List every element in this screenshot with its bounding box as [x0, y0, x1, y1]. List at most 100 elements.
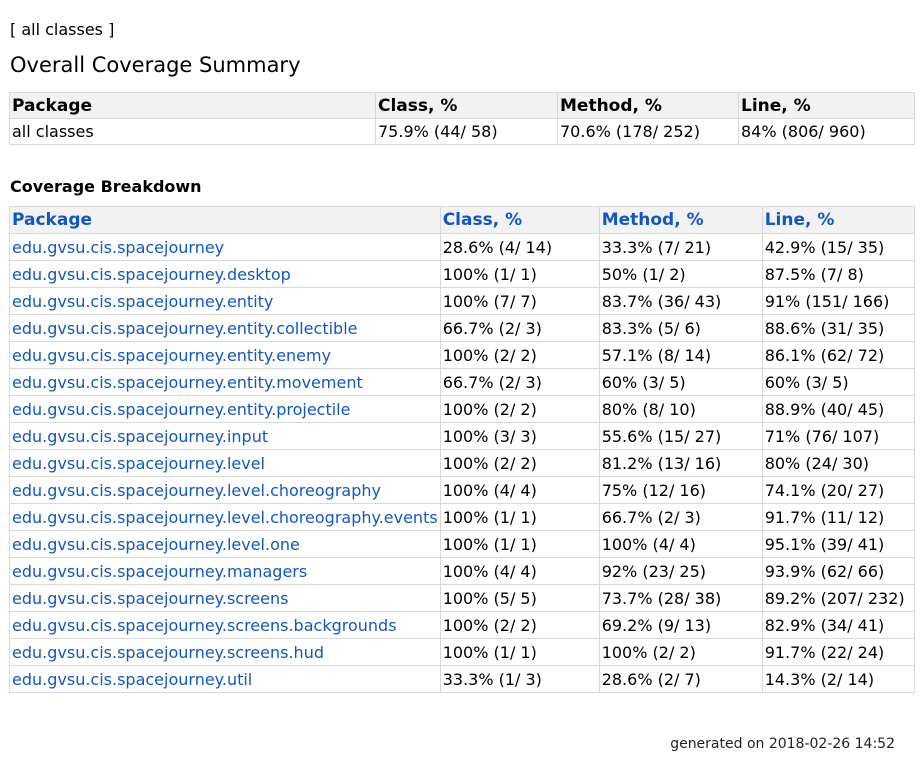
package-cell: edu.gvsu.cis.spacejourney.level.one [9, 530, 441, 558]
package-link[interactable]: edu.gvsu.cis.spacejourney.entity.movemen… [12, 372, 363, 392]
method-coverage-cell: 100% (4/ 4) [598, 530, 763, 558]
class-coverage-cell: 100% (2/ 2) [439, 341, 600, 369]
table-row: edu.gvsu.cis.spacejourney.level.choreogr… [9, 503, 916, 531]
line-coverage-cell: 71% (76/ 107) [761, 422, 916, 450]
all-classes-link[interactable]: all classes [21, 20, 104, 39]
method-coverage-cell: 60% (3/ 5) [598, 368, 763, 396]
method-coverage-cell: 83.3% (5/ 6) [598, 314, 763, 342]
line-coverage-cell: 82.9% (34/ 41) [761, 611, 916, 639]
package-cell: edu.gvsu.cis.spacejourney.screens [9, 584, 441, 612]
package-link[interactable]: edu.gvsu.cis.spacejourney.entity.collect… [12, 318, 358, 338]
table-row: edu.gvsu.cis.spacejourney.screens 100% (5… [9, 584, 916, 612]
breadcrumb: [ all classes ] [10, 20, 114, 39]
method-coverage-cell: 66.7% (2/ 3) [598, 503, 763, 531]
sort-by-line-header[interactable]: Line, % [761, 206, 916, 234]
package-link[interactable]: edu.gvsu.cis.spacejourney.screens [12, 588, 289, 608]
class-coverage-cell: 100% (2/ 2) [439, 395, 600, 423]
package-link[interactable]: edu.gvsu.cis.spacejourney.screens.hud [12, 642, 324, 662]
class-coverage-cell: 100% (1/ 1) [439, 260, 600, 288]
class-coverage-cell: 100% (5/ 5) [439, 584, 600, 612]
package-cell: edu.gvsu.cis.spacejourney.level [9, 449, 441, 477]
package-link[interactable]: edu.gvsu.cis.spacejourney.level [12, 453, 265, 473]
method-coverage-cell: 100% (2/ 2) [598, 638, 763, 666]
coverage-breakdown-title: Coverage Breakdown [10, 177, 202, 196]
sort-by-method-header[interactable]: Method, % [598, 206, 763, 234]
summary-class-cell: 75.9% (44/ 58) [375, 118, 558, 145]
table-row: edu.gvsu.cis.spacejourney.screens.hud 100… [9, 638, 916, 666]
line-coverage-cell: 87.5% (7/ 8) [761, 260, 916, 288]
package-cell: edu.gvsu.cis.spacejourney.managers [9, 557, 441, 585]
class-coverage-cell: 100% (1/ 1) [439, 503, 600, 531]
summary-line-cell: 84% (806/ 960) [738, 118, 915, 145]
method-coverage-cell: 92% (23/ 25) [598, 557, 763, 585]
table-row: edu.gvsu.cis.spacejourney.level.one 100% … [9, 530, 916, 558]
package-cell: edu.gvsu.cis.spacejourney.level.choreogr… [9, 503, 441, 531]
line-coverage-cell: 88.6% (31/ 35) [761, 314, 916, 342]
class-coverage-cell: 66.7% (2/ 3) [439, 314, 600, 342]
table-row: edu.gvsu.cis.spacejourney.input 100% (3/ … [9, 422, 916, 450]
package-cell: edu.gvsu.cis.spacejourney.entity [9, 287, 441, 315]
package-link[interactable]: edu.gvsu.cis.spacejourney.util [12, 669, 253, 689]
sort-by-package-header[interactable]: Package [9, 206, 441, 234]
summary-header-class: Class, % [375, 92, 558, 119]
line-coverage-cell: 91.7% (22/ 24) [761, 638, 916, 666]
package-link[interactable]: edu.gvsu.cis.spacejourney.level.choreogr… [12, 480, 381, 500]
line-coverage-cell: 93.9% (62/ 66) [761, 557, 916, 585]
class-coverage-cell: 100% (7/ 7) [439, 287, 600, 315]
class-coverage-cell: 28.6% (4/ 14) [439, 233, 600, 261]
method-coverage-cell: 73.7% (28/ 38) [598, 584, 763, 612]
line-coverage-cell: 60% (3/ 5) [761, 368, 916, 396]
package-link[interactable]: edu.gvsu.cis.spacejourney.entity.project… [12, 399, 351, 419]
package-cell: edu.gvsu.cis.spacejourney.util [9, 665, 441, 693]
package-link[interactable]: edu.gvsu.cis.spacejourney.entity.enemy [12, 345, 332, 365]
generated-timestamp: generated on 2018-02-26 14:52 [670, 736, 895, 752]
table-row: edu.gvsu.cis.spacejourney 28.6% (4/ 14) 33… [9, 233, 916, 261]
table-row: edu.gvsu.cis.spacejourney.screens.backgr… [9, 611, 916, 639]
table-row: edu.gvsu.cis.spacejourney.level 100% (2/ … [9, 449, 916, 477]
package-cell: edu.gvsu.cis.spacejourney.entity.movemen… [9, 368, 441, 396]
overall-summary-table: Package Class, % Method, % Line, % all c… [9, 92, 915, 145]
breakdown-header-row: Package Class, % Method, % Line, % [9, 206, 916, 234]
method-coverage-cell: 75% (12/ 16) [598, 476, 763, 504]
class-coverage-cell: 100% (2/ 2) [439, 611, 600, 639]
breadcrumb-close: ] [103, 20, 115, 39]
method-coverage-cell: 33.3% (7/ 21) [598, 233, 763, 261]
table-row: edu.gvsu.cis.spacejourney.level.choreogr… [9, 476, 916, 504]
line-coverage-cell: 74.1% (20/ 27) [761, 476, 916, 504]
package-cell: edu.gvsu.cis.spacejourney.desktop [9, 260, 441, 288]
class-coverage-cell: 100% (4/ 4) [439, 557, 600, 585]
method-coverage-cell: 28.6% (2/ 7) [598, 665, 763, 693]
package-link[interactable]: edu.gvsu.cis.spacejourney.managers [12, 561, 308, 581]
summary-row: all classes 75.9% (44/ 58) 70.6% (178/ 2… [9, 118, 915, 145]
summary-method-cell: 70.6% (178/ 252) [557, 118, 739, 145]
package-link[interactable]: edu.gvsu.cis.spacejourney.desktop [12, 264, 291, 284]
summary-header-line: Line, % [738, 92, 915, 119]
line-coverage-cell: 80% (24/ 30) [761, 449, 916, 477]
overall-coverage-title: Overall Coverage Summary [10, 53, 301, 77]
package-link[interactable]: edu.gvsu.cis.spacejourney.screens.backgr… [12, 615, 397, 635]
package-link[interactable]: edu.gvsu.cis.spacejourney.level.one [12, 534, 300, 554]
class-coverage-cell: 33.3% (1/ 3) [439, 665, 600, 693]
method-coverage-cell: 50% (1/ 2) [598, 260, 763, 288]
summary-header-method: Method, % [557, 92, 739, 119]
table-row: edu.gvsu.cis.spacejourney.desktop 100% (1… [9, 260, 916, 288]
breadcrumb-open: [ [10, 20, 22, 39]
method-coverage-cell: 81.2% (13/ 16) [598, 449, 763, 477]
class-coverage-cell: 100% (1/ 1) [439, 638, 600, 666]
package-cell: edu.gvsu.cis.spacejourney.entity.enemy [9, 341, 441, 369]
package-link[interactable]: edu.gvsu.cis.spacejourney.entity [12, 291, 274, 311]
package-link[interactable]: edu.gvsu.cis.spacejourney [12, 237, 225, 257]
sort-by-class-header[interactable]: Class, % [439, 206, 600, 234]
table-row: edu.gvsu.cis.spacejourney.entity.collect… [9, 314, 916, 342]
class-coverage-cell: 100% (2/ 2) [439, 449, 600, 477]
package-cell: edu.gvsu.cis.spacejourney.entity.project… [9, 395, 441, 423]
breakdown-body: edu.gvsu.cis.spacejourney 28.6% (4/ 14) 33… [9, 233, 916, 693]
method-coverage-cell: 69.2% (9/ 13) [598, 611, 763, 639]
line-coverage-cell: 86.1% (62/ 72) [761, 341, 916, 369]
package-cell: edu.gvsu.cis.spacejourney.screens.hud [9, 638, 441, 666]
package-link[interactable]: edu.gvsu.cis.spacejourney.input [12, 426, 269, 446]
package-link[interactable]: edu.gvsu.cis.spacejourney.level.choreogr… [12, 507, 438, 527]
line-coverage-cell: 14.3% (2/ 14) [761, 665, 916, 693]
package-cell: edu.gvsu.cis.spacejourney [9, 233, 441, 261]
table-row: edu.gvsu.cis.spacejourney.util 33.3% (1/ … [9, 665, 916, 693]
